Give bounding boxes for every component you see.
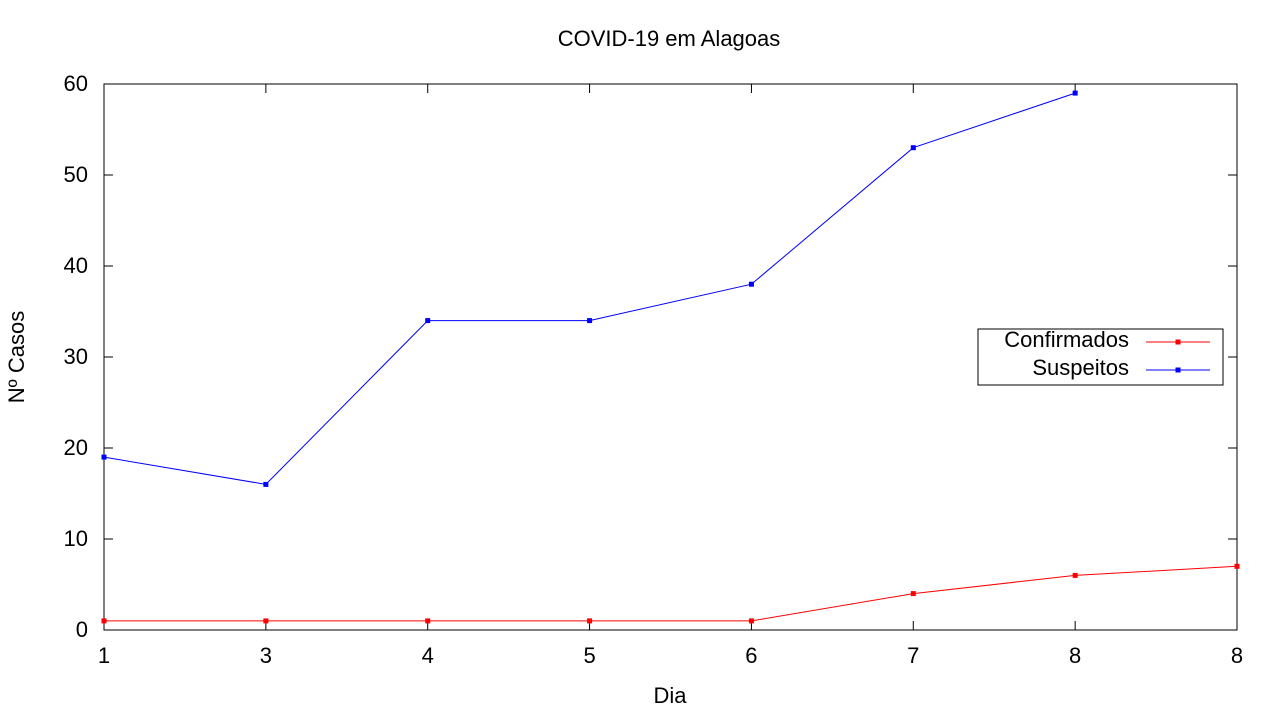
legend-label: Confirmados	[1004, 327, 1129, 352]
y-tick-label: 30	[64, 344, 88, 369]
data-point-confirmados	[101, 618, 107, 624]
data-point-confirmados	[1072, 572, 1078, 578]
y-tick-label: 60	[64, 71, 88, 96]
y-axis: 0 10 20 30 40 50 60	[64, 71, 1237, 642]
y-tick-label: 0	[76, 617, 88, 642]
data-point-confirmados	[748, 618, 754, 624]
legend: Confirmados Suspeitos	[977, 327, 1224, 386]
data-point-confirmados	[587, 618, 593, 624]
data-point-confirmados	[263, 618, 269, 624]
data-point-suspeitos	[910, 145, 916, 151]
legend-marker-confirmados	[1175, 339, 1181, 345]
x-tick-label: 1	[98, 643, 110, 668]
data-point-suspeitos	[748, 281, 754, 287]
x-axis-label: Dia	[653, 683, 687, 708]
x-tick-label: 6	[745, 643, 757, 668]
data-point-confirmados	[1234, 563, 1240, 569]
data-point-suspeitos	[587, 318, 593, 324]
data-point-confirmados	[425, 618, 431, 624]
chart-title: COVID-19 em Alagoas	[558, 26, 781, 51]
x-tick-label: 4	[422, 643, 434, 668]
data-point-suspeitos	[425, 318, 431, 324]
y-axis-label: Nº Casos	[4, 311, 29, 403]
legend-box	[977, 328, 1224, 386]
data-point-suspeitos	[1072, 90, 1078, 96]
y-tick-label: 50	[64, 162, 88, 187]
x-tick-label: 5	[583, 643, 595, 668]
y-tick-label: 20	[64, 435, 88, 460]
x-axis: 1 3 4 5 6 7 8 8	[98, 84, 1243, 668]
legend-label: Suspeitos	[1032, 355, 1129, 380]
y-tick-label: 10	[64, 526, 88, 551]
x-tick-label: 3	[260, 643, 272, 668]
series-line-confirmados	[104, 565, 1238, 622]
data-point-suspeitos	[101, 454, 107, 460]
x-tick-label: 7	[907, 643, 919, 668]
series-line-suspeitos	[103, 92, 1076, 485]
data-point-suspeitos	[263, 481, 269, 487]
x-tick-label: 8	[1069, 643, 1081, 668]
x-tick-label: 8	[1231, 643, 1243, 668]
series-points	[101, 90, 1240, 624]
y-tick-label: 40	[64, 253, 88, 278]
legend-marker-suspeitos	[1175, 367, 1181, 373]
data-point-confirmados	[910, 591, 916, 597]
